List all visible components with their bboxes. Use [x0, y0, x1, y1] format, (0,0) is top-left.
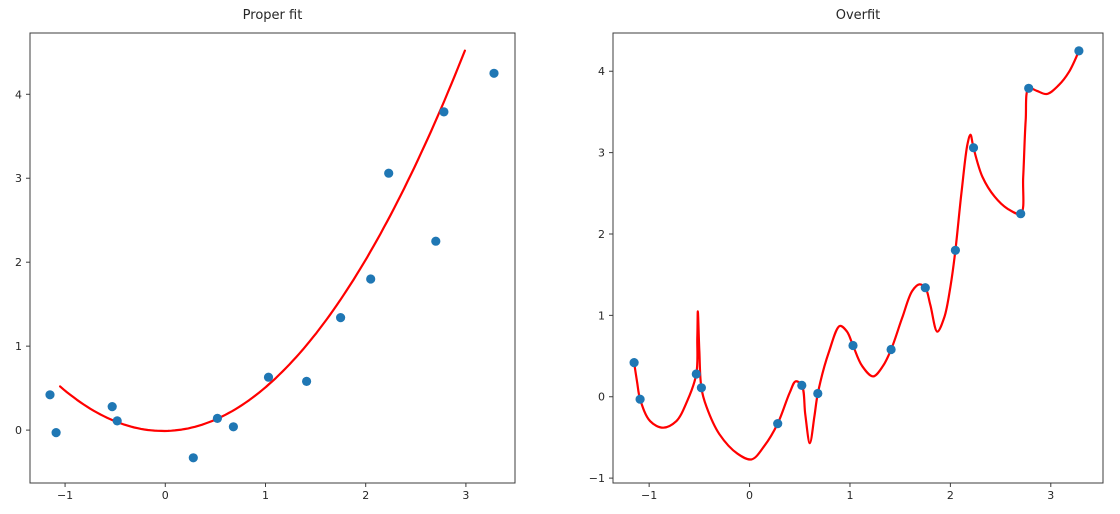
overfit-axes: −1 0 1 2 3 −1 0 1 2 3 4	[589, 32, 1104, 502]
tick-label: 4	[598, 65, 605, 78]
data-point	[188, 453, 198, 463]
data-point	[1016, 209, 1026, 219]
tick-label: 1	[262, 489, 269, 502]
proper-fit-axes: −1 0 1 2 3 0 1 2 3 4	[15, 32, 516, 502]
data-point	[773, 419, 783, 429]
data-point	[813, 388, 823, 399]
data-point	[45, 390, 55, 400]
data-point	[920, 283, 930, 293]
data-point	[302, 376, 312, 386]
tick-label: 2	[362, 489, 369, 502]
tick-label: 2	[598, 228, 605, 241]
proper-fit-scatter-points	[45, 68, 499, 463]
tick-label: 4	[15, 88, 22, 101]
tick-label: 0	[162, 489, 169, 502]
overfit-scatter-points	[629, 46, 1084, 429]
tick-label: 0	[15, 424, 22, 437]
overfit-fit-curve	[633, 49, 1080, 461]
tick-label: 3	[15, 172, 22, 185]
tick-label: −1	[589, 472, 605, 485]
tick-label: −1	[641, 489, 657, 502]
data-point	[1024, 83, 1034, 93]
data-point	[950, 245, 961, 255]
data-point	[384, 168, 394, 178]
data-point	[489, 68, 499, 78]
data-point	[112, 416, 122, 426]
tick-label: 2	[947, 489, 954, 502]
data-point	[107, 402, 117, 412]
tick-label: 0	[746, 489, 753, 502]
data-point	[848, 340, 858, 351]
tick-label: 1	[15, 340, 22, 353]
tick-label: 0	[598, 391, 605, 404]
data-point	[263, 372, 274, 382]
data-point	[968, 143, 979, 153]
data-point	[228, 422, 238, 432]
data-point	[212, 413, 222, 423]
data-point	[797, 380, 807, 390]
tick-label: −1	[57, 489, 73, 502]
tick-label: 1	[846, 489, 853, 502]
tick-label: 1	[598, 309, 605, 322]
data-point	[691, 369, 701, 379]
data-point	[629, 358, 639, 368]
data-point	[431, 236, 441, 246]
data-point	[696, 383, 707, 393]
axes-spines	[29, 32, 516, 484]
data-point	[51, 428, 61, 438]
data-point	[1074, 46, 1084, 56]
data-point	[336, 313, 346, 323]
proper-fit-fit-curve	[59, 49, 466, 433]
tick-label: 3	[598, 147, 605, 160]
data-point	[439, 107, 449, 117]
data-point	[635, 394, 645, 404]
tick-label: 2	[15, 256, 22, 269]
data-point	[366, 274, 376, 284]
axes-spines	[612, 32, 1104, 484]
tick-label: 3	[462, 489, 469, 502]
tick-label: 3	[1047, 489, 1054, 502]
data-point	[886, 344, 896, 355]
